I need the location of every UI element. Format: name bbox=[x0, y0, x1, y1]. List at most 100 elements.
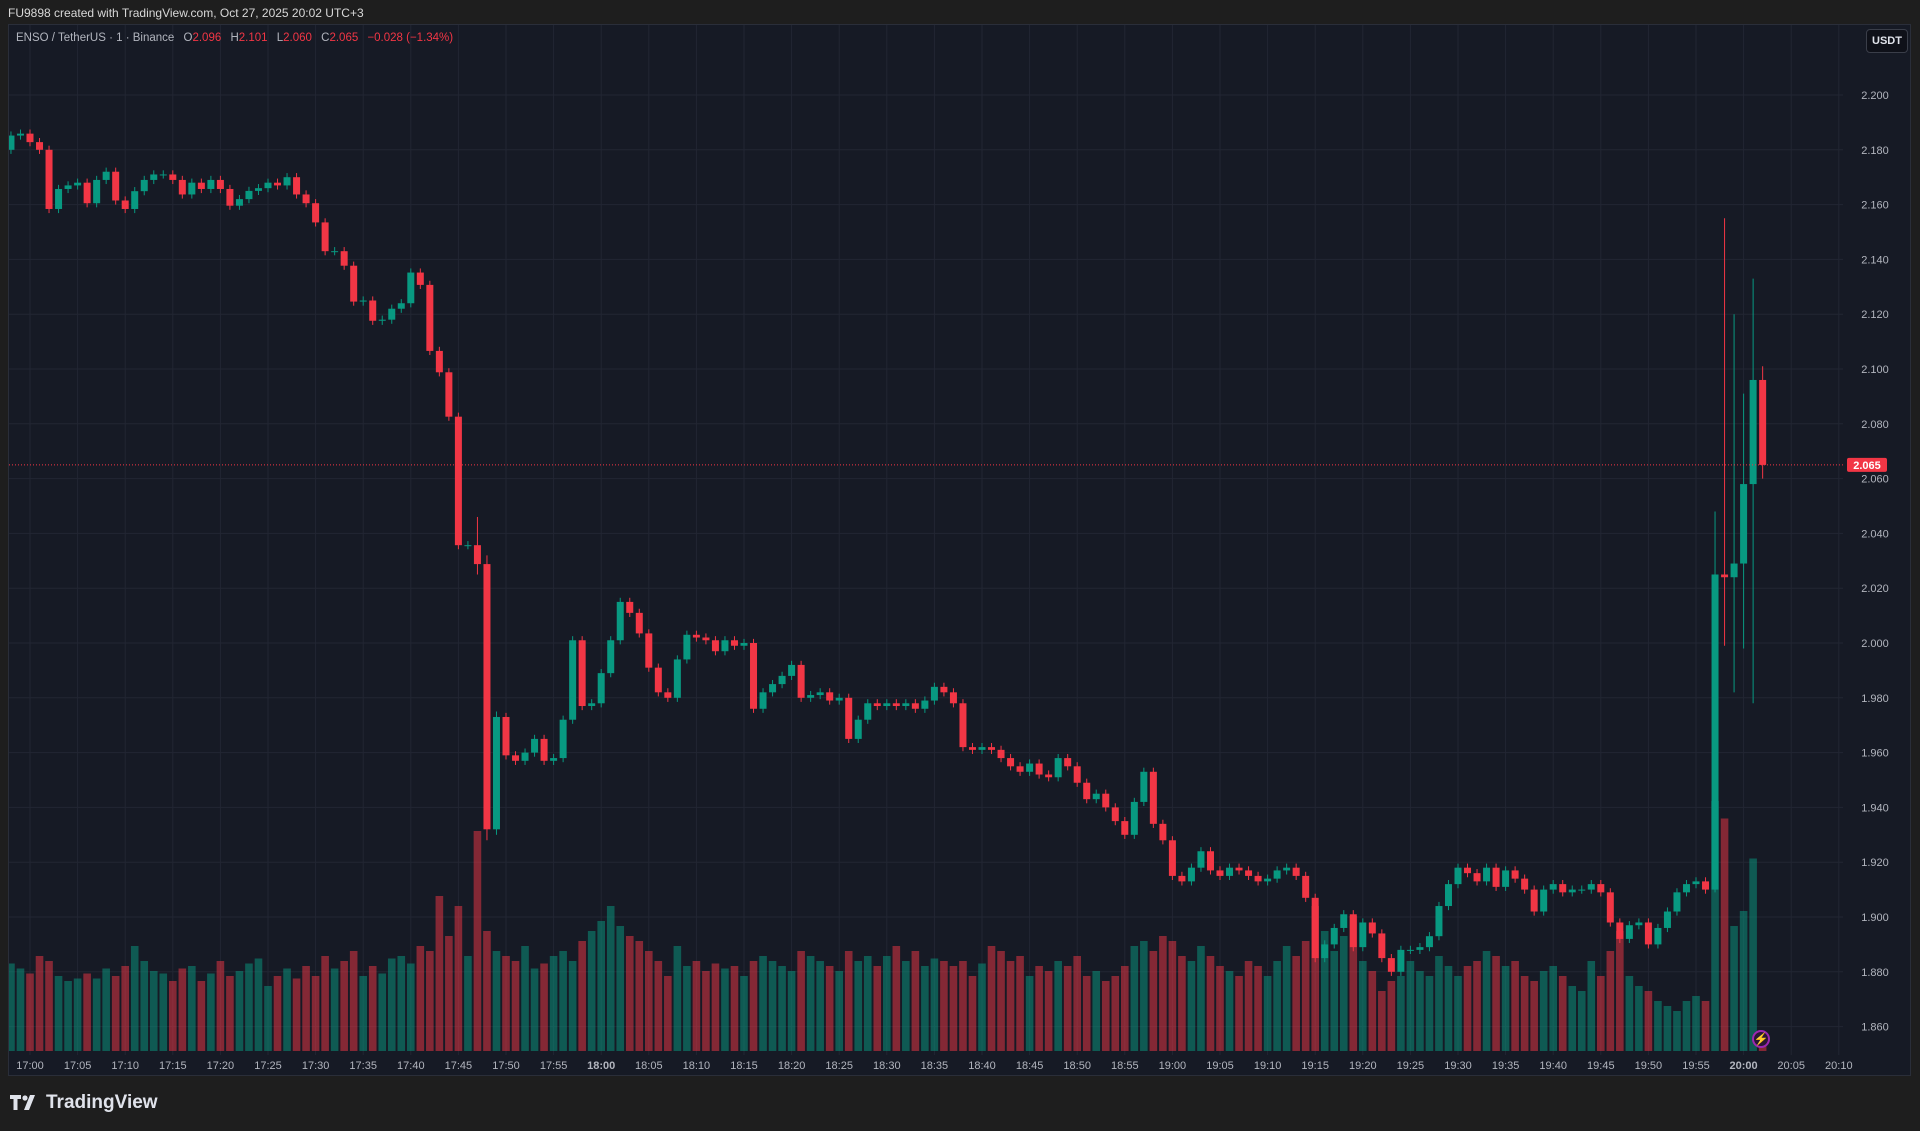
price-tick-label: 2.040 bbox=[1861, 528, 1889, 540]
candle-body bbox=[1597, 884, 1605, 893]
candle-body bbox=[959, 703, 967, 748]
candle-body bbox=[350, 265, 358, 302]
candle-body bbox=[359, 300, 367, 302]
candle-body bbox=[1035, 763, 1043, 775]
volume-bar bbox=[1435, 956, 1443, 1051]
time-tick-label: 19:35 bbox=[1492, 1060, 1520, 1072]
candle-body bbox=[1587, 884, 1595, 890]
lightning-icon[interactable]: ⚡ bbox=[1752, 1030, 1770, 1048]
time-axis[interactable] bbox=[9, 1055, 1911, 1076]
candle-body bbox=[1016, 766, 1024, 772]
volume-bar bbox=[1539, 971, 1548, 1051]
volume-bar bbox=[216, 961, 225, 1051]
volume-bar bbox=[35, 956, 44, 1051]
tradingview-logo[interactable]: TradingView bbox=[10, 1092, 158, 1114]
low-value: 2.060 bbox=[283, 32, 312, 44]
volume-bar bbox=[1644, 991, 1653, 1051]
volume-bar bbox=[749, 961, 758, 1051]
candle-body bbox=[369, 300, 377, 321]
candle-body bbox=[949, 692, 957, 704]
candle-body bbox=[235, 199, 243, 206]
volume-bar bbox=[73, 978, 82, 1051]
volume-bar bbox=[568, 961, 577, 1051]
candle-body bbox=[150, 174, 158, 180]
price-tick-label: 2.100 bbox=[1861, 364, 1889, 376]
volume-bar bbox=[140, 961, 149, 1051]
candle-body bbox=[1692, 881, 1700, 885]
candle-body bbox=[416, 272, 424, 285]
volume-bar bbox=[835, 971, 843, 1051]
time-tick-label: 19:05 bbox=[1206, 1060, 1234, 1072]
price-tick-label: 1.860 bbox=[1861, 1022, 1889, 1034]
candle-body bbox=[654, 667, 662, 693]
candle-body bbox=[626, 601, 634, 613]
candle-body bbox=[1245, 870, 1253, 876]
volume-bar bbox=[1558, 976, 1567, 1051]
candle-body bbox=[635, 612, 643, 634]
volume-bar bbox=[1406, 961, 1415, 1051]
volume-bar bbox=[768, 961, 777, 1051]
volume-bar bbox=[511, 961, 520, 1051]
candle-body bbox=[1092, 793, 1100, 800]
volume-bar bbox=[464, 956, 472, 1051]
time-tick-label: 20:00 bbox=[1730, 1060, 1758, 1072]
volume-bar bbox=[1044, 971, 1053, 1051]
volume-bar bbox=[254, 958, 263, 1051]
volume-bar bbox=[616, 926, 625, 1051]
volume-bar bbox=[721, 968, 729, 1051]
candle-body bbox=[1054, 758, 1062, 778]
time-tick-label: 17:55 bbox=[540, 1060, 568, 1072]
candle-body bbox=[1616, 922, 1624, 939]
currency-button[interactable]: USDT bbox=[1866, 29, 1908, 53]
candle-body bbox=[988, 747, 996, 750]
candle-body bbox=[1168, 840, 1176, 876]
candle-body bbox=[978, 747, 986, 750]
candle-body bbox=[1206, 851, 1214, 871]
volume-bar bbox=[1082, 976, 1091, 1051]
volume-bar bbox=[92, 978, 101, 1051]
volume-bar bbox=[292, 978, 301, 1051]
volume-bar bbox=[102, 968, 110, 1051]
candle-body bbox=[1682, 884, 1690, 893]
volume-bar bbox=[349, 951, 358, 1051]
candle-body bbox=[1521, 878, 1529, 890]
volume-bar bbox=[1282, 946, 1291, 1051]
candle-body bbox=[1606, 892, 1614, 923]
volume-bar bbox=[1654, 1001, 1662, 1051]
candle-body bbox=[531, 738, 539, 753]
candle-body bbox=[1073, 766, 1081, 783]
volume-bar bbox=[1520, 976, 1529, 1051]
volume-bar bbox=[692, 961, 701, 1051]
candle-body bbox=[997, 749, 1005, 759]
candle-body bbox=[1644, 922, 1652, 945]
volume-bar bbox=[1749, 858, 1757, 1051]
candlestick-chart[interactable]: 2.200 2.180 2.160 2.140 2.120 2.100 2.080 2.060… bbox=[9, 25, 1911, 1076]
volume-bar bbox=[321, 956, 329, 1051]
candle-body bbox=[1473, 873, 1481, 882]
candle-body bbox=[854, 719, 862, 739]
candle-body bbox=[159, 174, 167, 176]
volume-bar bbox=[1349, 916, 1358, 1051]
candle-body bbox=[36, 142, 44, 150]
volume-bar bbox=[711, 963, 720, 1051]
volume-bar bbox=[1511, 961, 1519, 1051]
candle-body bbox=[1425, 936, 1433, 948]
candle-body bbox=[702, 637, 710, 641]
high-label: H bbox=[230, 32, 239, 44]
volume-bar bbox=[1368, 971, 1377, 1051]
candle-body bbox=[673, 659, 681, 698]
time-tick-label: 17:30 bbox=[302, 1060, 330, 1072]
chart-pane[interactable]: 2.200 2.180 2.160 2.140 2.120 2.100 2.080 2.060… bbox=[8, 24, 1911, 1076]
volume-bar bbox=[1159, 936, 1167, 1051]
time-tick-label: 17:25 bbox=[254, 1060, 282, 1072]
candle-body bbox=[1416, 947, 1424, 950]
candle-body bbox=[169, 174, 177, 180]
candle-body bbox=[1702, 881, 1710, 890]
change-value: −0.028 (−1.34%) bbox=[367, 32, 454, 44]
current-price-label: 2.065 bbox=[1853, 460, 1881, 472]
symbol-name[interactable]: ENSO / TetherUS · 1 · Binance bbox=[16, 32, 175, 44]
volume-bar bbox=[540, 963, 548, 1051]
candle-body bbox=[1226, 867, 1234, 876]
current-price-badge bbox=[1847, 457, 1887, 472]
candle-body bbox=[1540, 889, 1548, 912]
